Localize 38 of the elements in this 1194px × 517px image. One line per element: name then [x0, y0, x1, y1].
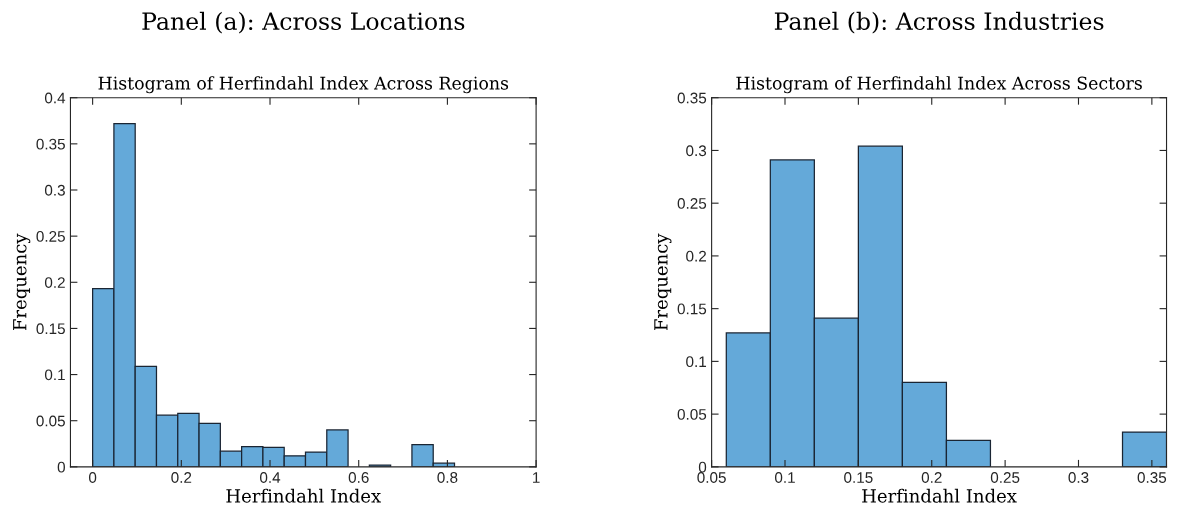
y-tick-label: 0 [57, 461, 65, 473]
x-tick-label: 0.35 [1137, 472, 1167, 483]
x-axis-title: Herfindahl Index [226, 488, 381, 503]
y-tick-label: 0.35 [36, 138, 65, 150]
y-axis-title: Frequency [654, 233, 672, 331]
y-tick-label: 0.25 [36, 231, 65, 242]
x-tick-label: 0.6 [348, 472, 369, 483]
y-tick-label: 0.1 [44, 369, 65, 381]
x-tick-label: 0.3 [1068, 472, 1089, 483]
y-tick-label: 0.4 [44, 92, 66, 104]
y-tick-label: 0.25 [677, 198, 707, 209]
y-tick-label: 0.05 [677, 408, 707, 420]
y-tick-label: 0.1 [686, 356, 707, 368]
y-tick-label: 0.35 [677, 92, 707, 104]
x-tick-label: 0.1 [774, 472, 795, 483]
x-tick-label: 0.25 [990, 472, 1020, 483]
y-tick-label: 0 [698, 461, 707, 473]
y-tick-label: 0.3 [44, 184, 65, 196]
x-tick-label: 0.05 [697, 472, 726, 483]
x-tick-label: 0.15 [844, 472, 873, 483]
y-tick-label: 0.2 [44, 277, 65, 288]
x-tick-label: 0.2 [921, 472, 942, 483]
x-tick-label: 1 [533, 472, 540, 483]
chart-subtitle: Histogram of Herfindahl Index Across Sectors [736, 76, 1142, 94]
y-tick-label: 0.2 [686, 250, 706, 262]
chart-subtitle: Histogram of Herfindahl Index Across Regions [98, 76, 509, 94]
x-tick-label: 0.4 [259, 472, 281, 483]
chart-title: Panel (a): Across Locations [142, 11, 465, 34]
x-tick-label: 0.8 [437, 472, 458, 483]
x-axis-title: Herfindahl Index [862, 488, 1017, 503]
y-tick-label: 0.05 [36, 415, 65, 427]
y-tick-label: 0.15 [36, 323, 65, 335]
y-axis-title: Frequency [13, 233, 31, 331]
chart-title: Panel (b): Across Industries [774, 11, 1104, 34]
x-tick-label: 0 [88, 472, 97, 483]
y-tick-label: 0.15 [677, 303, 707, 315]
x-tick-label: 0.2 [171, 472, 192, 483]
y-tick-label: 0.3 [686, 145, 707, 157]
